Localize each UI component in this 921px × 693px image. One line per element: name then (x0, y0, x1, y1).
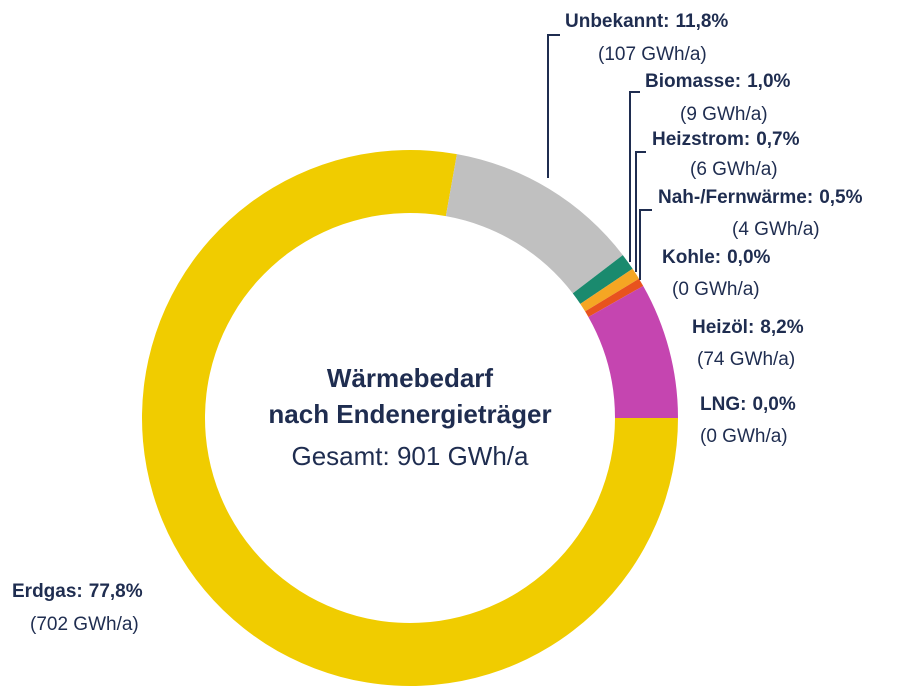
center-title: Wärmebedarf (327, 363, 493, 393)
value-label: 8,2% (760, 317, 803, 338)
category-name: Kohle: (662, 247, 721, 268)
slice-label: Heizstrom: 0,7% (652, 129, 800, 150)
value-label: 0,0% (752, 394, 795, 415)
value-label: 1,0% (747, 71, 790, 92)
slice-label: Kohle: 0,0% (662, 247, 771, 268)
slice-label: Nah-/Fernwärme: 0,5% (658, 187, 863, 208)
donut-segment (445, 154, 623, 294)
category-name: Erdgas: (12, 581, 83, 602)
category-name: Heizstrom: (652, 129, 750, 150)
category-name: LNG: (700, 394, 746, 415)
category-name: Biomasse: (645, 71, 741, 92)
value-label: 0,0% (727, 247, 770, 268)
slice-label: Biomasse: 1,0% (645, 71, 791, 92)
value-label: 0,7% (756, 129, 799, 150)
energy-label: (0 GWh/a) (672, 279, 760, 300)
energy-label: (9 GWh/a) (680, 104, 768, 125)
leader-line (547, 34, 560, 178)
energy-label: (0 GWh/a) (700, 426, 788, 447)
center-title: nach Endenergieträger (268, 399, 551, 429)
donut-segment (588, 285, 678, 418)
energy-label: (74 GWh/a) (697, 349, 795, 370)
leader-line (635, 151, 646, 272)
category-name: Nah-/Fernwärme: (658, 187, 813, 208)
value-label: 11,8% (676, 11, 729, 32)
leader-line (639, 209, 652, 280)
slice-label: Erdgas: 77,8% (12, 581, 143, 602)
donut-segment (572, 255, 633, 304)
value-label: 77,8% (89, 581, 143, 602)
donut-segment (585, 278, 644, 317)
energy-label: (107 GWh/a) (598, 44, 707, 65)
slice-label: Unbekannt: 11,8% (565, 11, 728, 32)
category-name: Heizöl: (692, 317, 754, 338)
donut-segment (580, 268, 639, 312)
slice-label: Heizöl: 8,2% (692, 317, 804, 338)
slice-label: LNG: 0,0% (700, 394, 796, 415)
leader-line (629, 91, 640, 262)
center-subtitle: Gesamt: 901 GWh/a (292, 441, 530, 471)
value-label: 0,5% (819, 187, 862, 208)
energy-label: (702 GWh/a) (30, 614, 139, 635)
energy-label: (4 GWh/a) (732, 219, 820, 240)
energy-label: (6 GWh/a) (690, 159, 778, 180)
category-name: Unbekannt: (565, 11, 670, 32)
